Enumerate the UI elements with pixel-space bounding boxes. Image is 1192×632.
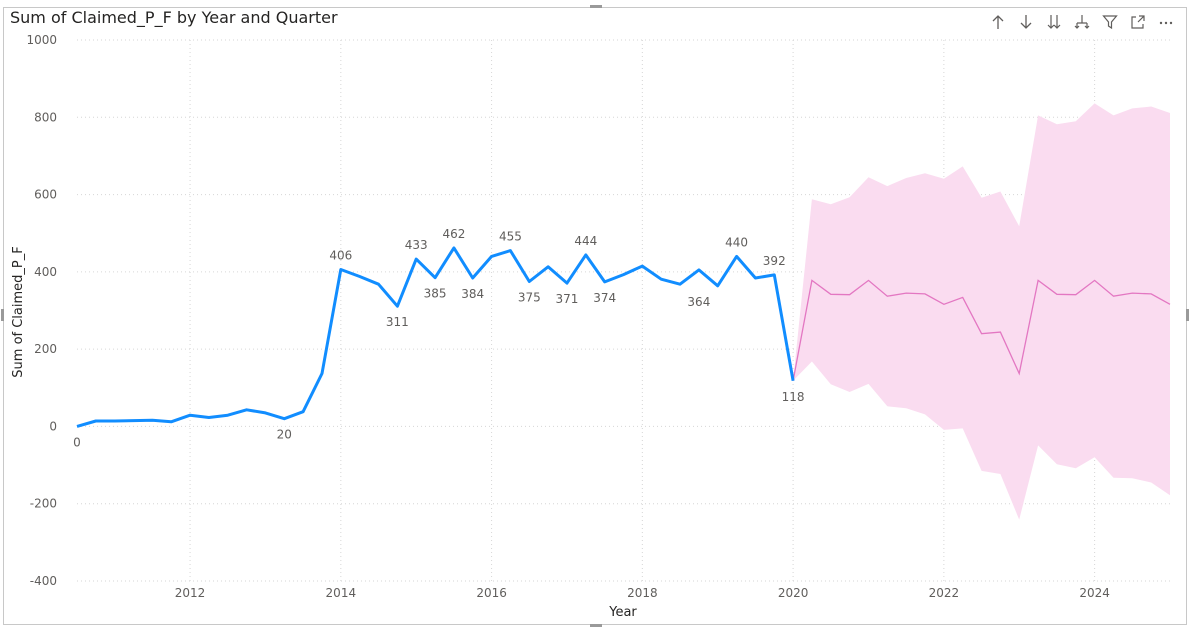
x-axis-title: Year xyxy=(608,605,637,620)
x-tick-label: 2022 xyxy=(929,586,960,600)
data-label: 440 xyxy=(725,235,748,249)
series-lines xyxy=(76,246,1171,428)
data-label: 0 xyxy=(73,435,81,449)
y-tick-label: 800 xyxy=(34,110,57,124)
confidence-band-area xyxy=(793,103,1170,520)
resize-handle-bottom[interactable] xyxy=(590,624,602,627)
forecast-confidence-band xyxy=(793,103,1170,520)
data-label: 462 xyxy=(442,227,465,241)
data-label: 392 xyxy=(763,254,786,268)
y-tick-label: -200 xyxy=(30,497,57,511)
data-label: 375 xyxy=(518,291,541,305)
data-label: 311 xyxy=(386,315,409,329)
y-tick-label: 200 xyxy=(34,342,57,356)
data-label: 455 xyxy=(499,230,522,244)
forecast-line xyxy=(792,279,1171,381)
expand-all-down-icon[interactable] xyxy=(1070,11,1094,33)
data-label: 374 xyxy=(593,291,616,305)
filter-icon[interactable] xyxy=(1098,11,1122,33)
data-label: 384 xyxy=(461,287,484,301)
visual-header-toolbar xyxy=(986,11,1178,33)
focus-mode-icon[interactable] xyxy=(1126,11,1150,33)
y-tick-label: 600 xyxy=(34,188,57,202)
x-tick-label: 2014 xyxy=(326,586,357,600)
y-tick-label: 0 xyxy=(49,419,57,433)
data-labels: 0 20 406 311 433 385 462 384 455 375 371 444 374 364 4… xyxy=(73,227,804,450)
data-label: 118 xyxy=(782,390,805,404)
data-label: 444 xyxy=(574,234,597,248)
data-label: 385 xyxy=(424,287,447,301)
y-tick-label: 400 xyxy=(34,265,57,279)
actual-line xyxy=(76,246,795,428)
visual-title: Sum of Claimed_P_F by Year and Quarter xyxy=(10,8,338,27)
drill-up-icon[interactable] xyxy=(986,11,1010,33)
resize-handle-top[interactable] xyxy=(590,5,602,8)
y-axis-title: Sum of Claimed_P_F xyxy=(11,246,26,377)
data-label: 406 xyxy=(329,249,352,263)
expand-next-level-icon[interactable] xyxy=(1042,11,1066,33)
data-label: 371 xyxy=(556,292,579,306)
x-tick-label: 2020 xyxy=(778,586,809,600)
x-tick-label: 2018 xyxy=(627,586,658,600)
x-tick-label: 2012 xyxy=(175,586,206,600)
data-label: 20 xyxy=(277,428,292,442)
resize-handle-right[interactable] xyxy=(1186,309,1189,321)
drill-down-icon[interactable] xyxy=(1014,11,1038,33)
y-tick-label: 1000 xyxy=(26,33,57,47)
y-tick-label: -400 xyxy=(30,574,57,588)
resize-handle-left[interactable] xyxy=(1,309,4,321)
data-label: 433 xyxy=(405,238,428,252)
more-options-icon[interactable] xyxy=(1154,11,1178,33)
x-tick-label: 2016 xyxy=(476,586,507,600)
x-tick-label: 2024 xyxy=(1079,586,1110,600)
data-label: 364 xyxy=(687,295,710,309)
